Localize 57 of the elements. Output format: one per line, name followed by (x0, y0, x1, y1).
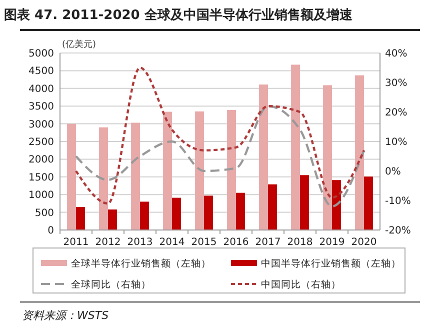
bar (291, 64, 300, 230)
bar (300, 175, 309, 230)
bar (204, 196, 213, 230)
x-tick-label: 2020 (351, 237, 377, 248)
x-tick-label: 2019 (319, 237, 345, 248)
y-tick-label: 5000 (28, 48, 54, 60)
y-tick-label: 3500 (28, 102, 54, 113)
x-tick-label: 2013 (127, 237, 153, 248)
bar (268, 184, 277, 230)
y-tick-label: 1000 (28, 190, 54, 202)
chart-title: 图表 47. 2011-2020 全球及中国半导体行业销售额及增速 (4, 7, 354, 23)
bar (236, 192, 245, 230)
x-tick-label: 2011 (63, 237, 89, 248)
text: 资料来源：WSTS (22, 309, 109, 322)
bar (140, 202, 149, 230)
bar (332, 180, 341, 230)
bar (323, 85, 332, 230)
bar (195, 111, 204, 230)
bar (163, 112, 172, 230)
line-series (74, 66, 366, 205)
y-tick-label: 2500 (28, 137, 54, 148)
bar (172, 198, 181, 230)
y-tick-label: 0 (48, 226, 54, 236)
bar (131, 122, 140, 230)
x-tick-label: 2018 (287, 237, 313, 248)
y2-tick-label: 10% (385, 137, 408, 148)
y-tick-label: 3000 (28, 119, 54, 130)
y-axis-title: (亿美元) (62, 39, 96, 50)
y2-tick-label: 40% (385, 48, 408, 60)
bar (227, 110, 236, 230)
x-tick-label: 2012 (95, 237, 121, 248)
bar (99, 127, 108, 230)
y-tick-label: 1500 (28, 172, 54, 184)
x-tick-label: 2015 (191, 237, 217, 248)
bar (364, 176, 373, 230)
legend-label: 全球半导体行业销售额（左轴） (71, 257, 211, 270)
bar (355, 75, 364, 230)
y-tick-label: 4500 (28, 66, 54, 78)
y2-tick-label: 30% (385, 78, 408, 89)
x-tick-label: 2017 (255, 237, 281, 248)
y-tick-label: 2000 (28, 154, 54, 166)
legend-label: 中国同比（右轴） (261, 278, 341, 290)
x-tick-label: 2016 (223, 237, 249, 248)
bar (67, 124, 76, 230)
y2-tick-label: -20% (385, 226, 411, 236)
line-series (74, 105, 366, 208)
y2-tick-label: -10% (385, 196, 411, 207)
y-tick-label: 500 (34, 208, 54, 219)
legend-label: 全球同比（右轴） (71, 278, 151, 290)
y-tick-label: 4000 (28, 84, 54, 95)
legend-label: 中国半导体行业销售额（左轴） (261, 257, 401, 270)
y2-tick-label: 20% (385, 108, 408, 118)
bar (76, 206, 85, 230)
bar (259, 84, 268, 230)
y2-tick-label: 0% (385, 166, 401, 178)
x-tick-label: 2014 (159, 237, 185, 248)
bar (108, 209, 117, 230)
